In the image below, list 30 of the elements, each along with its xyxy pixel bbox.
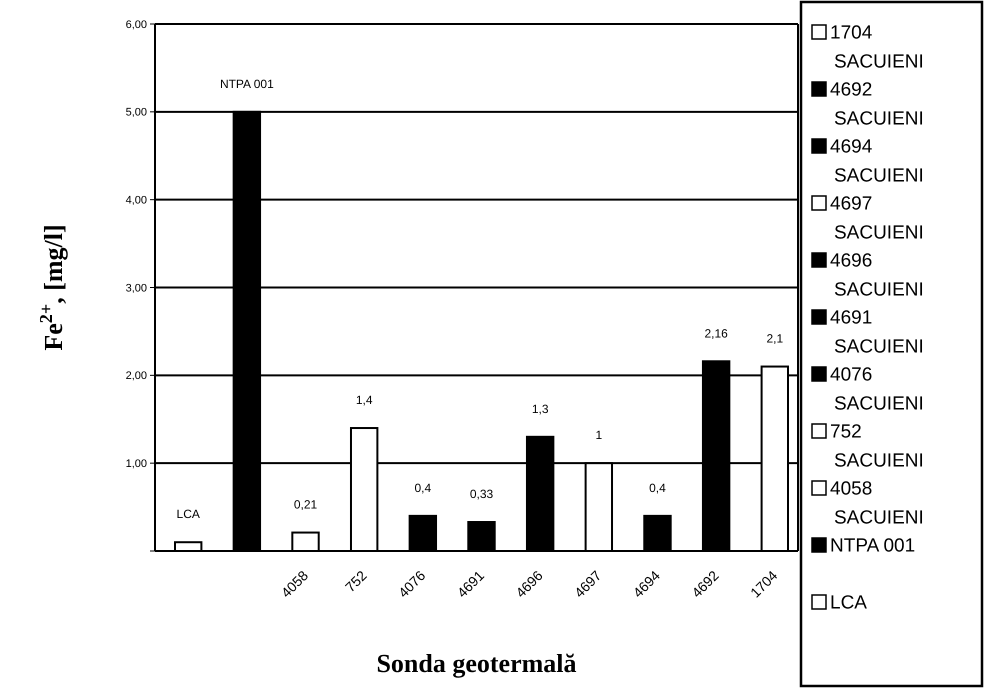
y-tick-label: 3,00 [126, 282, 147, 294]
y-tick-label: 1,00 [126, 458, 147, 470]
x-tick-label: 752 [342, 567, 370, 596]
data-label: 0,21 [294, 498, 318, 512]
data-label: 0,4 [414, 480, 432, 495]
y-tick-label: 2,00 [126, 370, 147, 382]
legend-label: SACUIENI 4697 [830, 166, 924, 215]
legend-label: SACUIENI 4696 [830, 222, 924, 272]
legend-label: SACUIENI 752 [830, 394, 924, 443]
data-label: 1,4 [356, 393, 373, 408]
data-label: 0,33 [470, 487, 494, 502]
legend-label: SACUIENI NTPA 001 [830, 508, 924, 557]
legend-label: SACUIENI 4076 [830, 336, 924, 386]
legend-label: SACUIENI 4691 [830, 280, 924, 329]
legend-label: 1704 [830, 22, 873, 44]
legend-label: LCA [830, 592, 868, 614]
data-label: 2,16 [704, 326, 728, 340]
data-label: NTPA 001 [220, 76, 274, 91]
data-label: 2,1 [766, 332, 784, 346]
legend-label: SACUIENI 4692 [830, 52, 924, 101]
data-label: 1,3 [532, 402, 549, 416]
data-label: 0,4 [649, 480, 666, 495]
data-label: 1 [595, 428, 602, 442]
legend-label: SACUIENI 4694 [830, 108, 924, 158]
x-axis-title: Sonda geotermală [376, 649, 577, 678]
legend-label: SACUIENI 4058 [830, 450, 924, 500]
y-tick-label: 6,00 [126, 18, 147, 31]
y-tick-label: 4,00 [126, 194, 147, 207]
data-label: LCA [176, 507, 200, 522]
y-tick-label: 5,00 [126, 106, 147, 119]
